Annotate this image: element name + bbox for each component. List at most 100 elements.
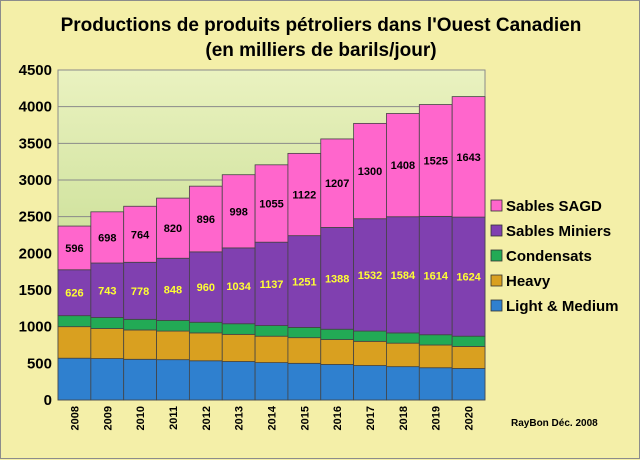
- y-tick-4000: 4000: [19, 99, 52, 116]
- bar-heavy-2020: [451, 346, 486, 369]
- chart-subtitle: (en milliers de barils/jour): [205, 40, 436, 61]
- x-tick-2019: 2019: [431, 406, 443, 430]
- label-sables-miniers-2016: 1388: [325, 273, 349, 285]
- legend-label-sables-miniers: Sables Miniers: [506, 223, 611, 240]
- bar-sables-sagd-2017: [353, 122, 387, 220]
- label-sables-sagd-2016: 1207: [325, 178, 349, 190]
- bar-condensats-2020: [451, 335, 486, 347]
- y-tick-1500: 1500: [19, 282, 52, 299]
- bar-sables-sagd-2013: [221, 174, 256, 249]
- bar-condensats-2013: [221, 323, 256, 335]
- bar-condensats-2014: [254, 325, 289, 337]
- bar-light-medium-2017: [353, 365, 387, 401]
- bar-sables-sagd-2011: [156, 197, 190, 259]
- bar-heavy-2014: [254, 335, 289, 364]
- bar-heavy-2012: [188, 332, 223, 362]
- label-sables-miniers-2009: 743: [98, 285, 116, 297]
- x-tick-2015: 2015: [299, 406, 311, 430]
- y-axis-ticks: 0 500 1000 1500 2000 2500 3000 3500 4000 4500: [19, 62, 52, 409]
- bar-sables-sagd-2018: [386, 113, 420, 218]
- label-sables-sagd-2013: 998: [229, 206, 247, 218]
- chart-title: Productions de produits pétroliers dans …: [61, 15, 582, 36]
- label-sables-miniers-2018: 1584: [391, 270, 416, 282]
- label-sables-miniers-2014: 1137: [260, 279, 284, 291]
- label-sables-miniers-2013: 1034: [226, 281, 251, 293]
- x-tick-2012: 2012: [201, 406, 213, 430]
- legend-swatch-condensats: [490, 249, 503, 262]
- bar-condensats-2018: [386, 332, 420, 344]
- legend-swatch-heavy: [490, 274, 503, 287]
- bar-light-medium-2009: [90, 358, 125, 401]
- bar-condensats-2017: [353, 330, 387, 342]
- bar-sables-sagd-2016: [320, 138, 355, 228]
- legend-label-light-medium: Light & Medium: [506, 298, 619, 315]
- bar-sables-miniers-2008: [57, 269, 92, 317]
- label-sables-sagd-2014: 1055: [259, 199, 283, 211]
- bar-light-medium-2016: [320, 364, 355, 401]
- bar-heavy-2017: [353, 340, 387, 366]
- label-sables-miniers-2008: 626: [65, 288, 83, 300]
- x-axis-ticks: 2008 2009 2010 2011 2012 2013 2014 2015 2016 2017…: [69, 405, 475, 430]
- bar-sables-miniers-2014: [254, 241, 289, 326]
- bar-sables-sagd-2015: [287, 152, 322, 237]
- bar-sables-sagd-2008: [57, 225, 92, 271]
- bar-condensats-2016: [320, 328, 355, 340]
- bar-heavy-2018: [386, 342, 420, 368]
- bar-sables-miniers-2020: [451, 216, 486, 337]
- bar-light-medium-2010: [123, 358, 157, 401]
- legend-label-heavy: Heavy: [506, 273, 551, 290]
- bar-condensats-2019: [418, 334, 453, 346]
- bar-sables-sagd-2019: [418, 104, 453, 217]
- x-tick-2009: 2009: [102, 406, 114, 430]
- legend-swatch-light-medium: [490, 299, 503, 312]
- x-tick-2016: 2016: [332, 406, 344, 430]
- bar-sables-sagd-2020: [451, 96, 486, 218]
- bar-light-medium-2011: [156, 359, 190, 401]
- bar-light-medium-2019: [418, 367, 453, 401]
- bar-sables-sagd-2014: [254, 164, 289, 243]
- bar-sables-sagd-2009: [90, 211, 125, 264]
- label-sables-sagd-2008: 596: [65, 243, 83, 255]
- legend-swatch-sables-miniers: [490, 224, 503, 237]
- label-sables-miniers-2011: 848: [164, 284, 182, 296]
- bar-condensats-2008: [57, 315, 92, 328]
- bar-condensats-2011: [156, 320, 190, 332]
- y-tick-4500: 4500: [19, 62, 52, 79]
- label-sables-sagd-2011: 820: [164, 223, 182, 235]
- bar-condensats-2015: [287, 326, 322, 339]
- label-sables-sagd-2012: 896: [197, 214, 215, 226]
- label-sables-miniers-2015: 1251: [292, 277, 316, 289]
- bar-sables-miniers-2015: [287, 235, 322, 328]
- bar-sables-miniers-2012: [188, 251, 223, 323]
- bar-sables-miniers-2018: [386, 216, 420, 334]
- x-tick-2018: 2018: [398, 406, 410, 430]
- label-sables-sagd-2010: 764: [131, 229, 150, 241]
- credit-text: RayBon Déc. 2008: [511, 418, 598, 429]
- bar-light-medium-2013: [221, 361, 256, 401]
- bar-condensats-2009: [90, 317, 125, 329]
- y-tick-3000: 3000: [19, 172, 52, 189]
- bar-heavy-2019: [418, 344, 453, 369]
- y-tick-2000: 2000: [19, 245, 52, 262]
- bar-sables-miniers-2009: [90, 262, 125, 318]
- label-sables-sagd-2019: 1525: [423, 155, 447, 167]
- y-tick-3500: 3500: [19, 135, 52, 152]
- label-sables-miniers-2010: 778: [131, 286, 149, 298]
- legend-label-condensats: Condensats: [506, 248, 592, 265]
- bar-heavy-2015: [287, 337, 322, 364]
- bar-sables-miniers-2019: [418, 215, 453, 336]
- x-tick-2020: 2020: [464, 406, 476, 430]
- bar-light-medium-2012: [188, 360, 223, 401]
- bar-heavy-2011: [156, 330, 190, 361]
- y-tick-0: 0: [44, 392, 52, 409]
- label-sables-sagd-2017: 1300: [358, 166, 382, 178]
- bar-heavy-2016: [320, 339, 355, 365]
- label-sables-miniers-2020: 1624: [456, 272, 481, 284]
- label-sables-miniers-2017: 1532: [358, 270, 382, 282]
- bar-sables-sagd-2012: [188, 185, 223, 253]
- bar-light-medium-2018: [386, 366, 420, 401]
- bar-condensats-2010: [123, 318, 157, 331]
- bar-light-medium-2015: [287, 362, 322, 401]
- legend-swatch-sables-sagd: [490, 199, 503, 212]
